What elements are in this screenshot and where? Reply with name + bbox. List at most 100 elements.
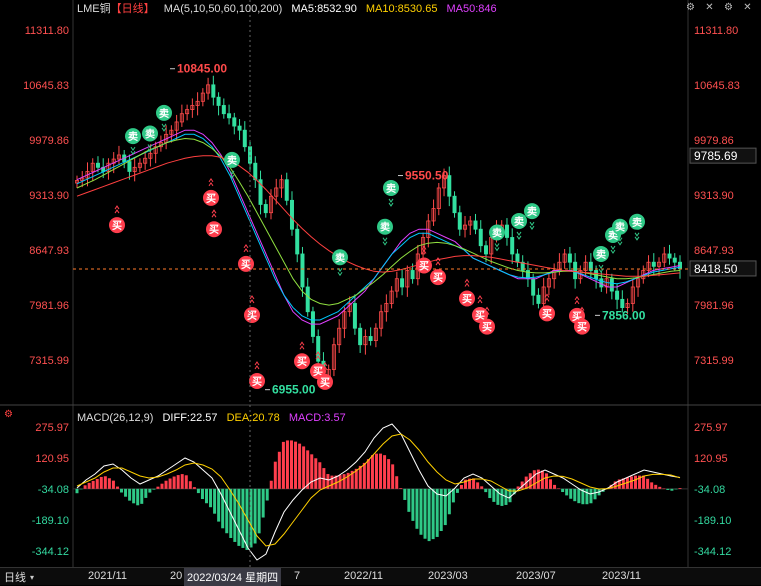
candle	[447, 175, 452, 197]
macd-bar	[520, 481, 524, 489]
macd-bar	[407, 488, 411, 512]
sell-arrow-icon	[610, 245, 616, 254]
y-tick-right: 9313.90	[694, 190, 734, 202]
macd-bar	[152, 488, 156, 490]
macd-bar	[136, 488, 140, 506]
close-icon[interactable]: ✕	[705, 2, 714, 13]
macd-bar	[496, 488, 500, 505]
sell-signal-icon	[332, 249, 348, 266]
sell-signal-icon	[125, 128, 141, 145]
y-tick-left: 10645.83	[23, 80, 69, 92]
macd-bar	[468, 478, 472, 489]
buy-arrow-icon	[243, 243, 249, 253]
sell-arrow-icon	[337, 267, 343, 277]
candle	[211, 84, 216, 98]
macd-bar	[500, 488, 504, 506]
macd-bar	[650, 482, 654, 489]
candle	[185, 109, 190, 115]
macd-bar	[415, 488, 419, 529]
sell-arrow-icon	[388, 198, 394, 207]
candle	[127, 161, 132, 172]
macd-bar	[180, 474, 184, 489]
macd-bar	[241, 488, 245, 548]
candle	[358, 327, 363, 346]
sell-signal-icon	[524, 203, 540, 220]
candle	[221, 105, 226, 115]
ma-params-label: MA(5,10,50,60,100,200)	[163, 3, 283, 15]
sell-arrow-icon	[634, 232, 640, 241]
macd-pane-icon[interactable]: ⚙	[4, 409, 13, 420]
candle	[389, 290, 394, 304]
macd-bar	[439, 488, 443, 532]
macd-bar	[326, 474, 330, 489]
macd-bar	[294, 441, 298, 489]
macd-bar	[423, 488, 427, 539]
buy-arrow-icon	[322, 361, 328, 371]
macd-bar	[455, 488, 459, 493]
ma50-value: MA50:846	[446, 3, 497, 15]
macd-bar	[95, 478, 99, 489]
sell-arrow-icon	[229, 170, 235, 179]
candle	[436, 187, 441, 209]
macd-bar	[124, 488, 128, 497]
sell-signal-label: 卖	[596, 248, 606, 261]
buy-arrow-icon	[574, 295, 580, 305]
macd-bar	[168, 478, 172, 489]
gear-icon[interactable]: ⚙	[686, 2, 695, 13]
diff-line	[76, 423, 681, 561]
macd-bar	[358, 465, 362, 489]
settings-icon[interactable]: ⚙	[724, 2, 733, 13]
candle	[394, 278, 399, 292]
macd-bar	[83, 485, 87, 489]
macd-bar	[646, 478, 650, 489]
buy-signal-icon	[459, 290, 475, 307]
macd-bar	[399, 488, 403, 489]
macd-y-tick-left: 120.95	[35, 453, 69, 465]
candle	[148, 152, 153, 159]
y-tick-right: 9979.86	[694, 135, 734, 147]
macd-bar	[217, 488, 221, 522]
candle	[216, 96, 221, 106]
macd-bar	[459, 484, 463, 489]
macd-bar	[447, 488, 451, 515]
macd-bar	[346, 472, 350, 489]
more-icon[interactable]: ✕	[743, 2, 752, 13]
macd-legend: MACD(26,12,9) DIFF:22.57 DEA:20.78 MACD:…	[77, 412, 352, 424]
macd-bar	[273, 461, 277, 489]
macd-bar	[553, 484, 557, 489]
ma5-value: MA5:8532.90	[291, 3, 357, 15]
y-tick-left: 9313.90	[29, 190, 69, 202]
macd-bar	[200, 488, 204, 500]
macd-bar	[265, 488, 269, 501]
buy-signal-icon	[109, 217, 125, 234]
candle	[672, 257, 677, 263]
buy-signal-label: 买	[320, 377, 330, 389]
buy-signal-label: 买	[475, 310, 485, 322]
macd-bar	[658, 486, 662, 489]
macd-bar	[593, 488, 597, 500]
macd-y-tick-left: -344.12	[32, 546, 69, 558]
macd-bar	[411, 488, 415, 521]
y-tick-right: 7981.96	[694, 300, 734, 312]
candle	[80, 177, 85, 181]
candle	[269, 195, 274, 214]
ma10-value: MA10:8530.65	[365, 3, 438, 15]
buy-signal-label: 买	[241, 259, 251, 271]
macd-bar	[633, 475, 637, 489]
macd-bar	[115, 486, 119, 489]
candle	[410, 270, 415, 280]
macd-bar	[172, 476, 176, 489]
macd-bar	[196, 488, 200, 494]
buy-signal-icon	[294, 353, 310, 370]
buy-signal-icon	[472, 307, 488, 324]
macd-bar	[209, 488, 213, 508]
candle	[305, 286, 310, 313]
macd-bar	[338, 475, 342, 489]
period-selector[interactable]: 日线 ▾	[4, 569, 34, 585]
macd-bar	[289, 440, 293, 489]
candle	[483, 245, 488, 255]
buy-arrow-icon	[464, 278, 470, 287]
macd-bar	[111, 480, 115, 489]
candle	[106, 162, 111, 172]
